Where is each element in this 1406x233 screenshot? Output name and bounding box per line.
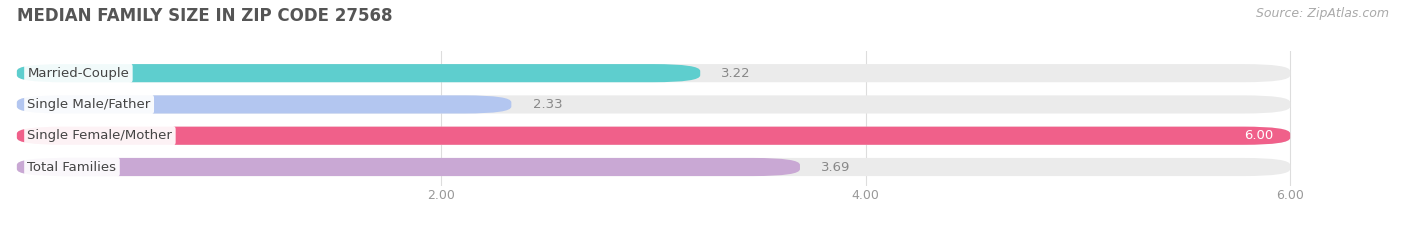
FancyBboxPatch shape (17, 127, 1291, 145)
FancyBboxPatch shape (17, 95, 512, 113)
Text: Source: ZipAtlas.com: Source: ZipAtlas.com (1256, 7, 1389, 20)
FancyBboxPatch shape (17, 158, 800, 176)
Text: Single Female/Mother: Single Female/Mother (28, 129, 173, 142)
FancyBboxPatch shape (17, 64, 1291, 82)
FancyBboxPatch shape (17, 127, 1291, 145)
FancyBboxPatch shape (17, 64, 700, 82)
Text: 3.69: 3.69 (821, 161, 851, 174)
Text: 6.00: 6.00 (1244, 129, 1274, 142)
FancyBboxPatch shape (17, 158, 1291, 176)
FancyBboxPatch shape (17, 95, 1291, 113)
Text: Married-Couple: Married-Couple (28, 67, 129, 80)
Text: Total Families: Total Families (28, 161, 117, 174)
Text: 2.33: 2.33 (533, 98, 562, 111)
Text: 3.22: 3.22 (721, 67, 751, 80)
Text: MEDIAN FAMILY SIZE IN ZIP CODE 27568: MEDIAN FAMILY SIZE IN ZIP CODE 27568 (17, 7, 392, 25)
Text: Single Male/Father: Single Male/Father (28, 98, 150, 111)
